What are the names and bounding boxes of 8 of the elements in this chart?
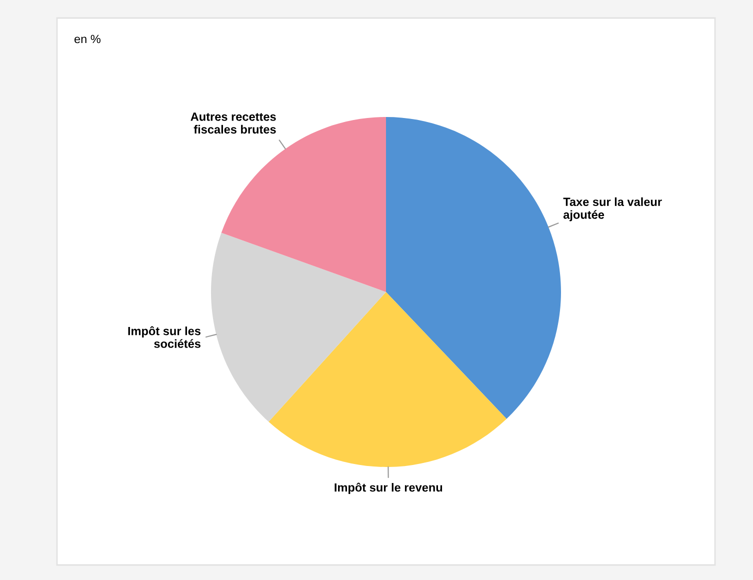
pie-slice — [211, 232, 386, 422]
slice-label: Taxe sur la valeur ajoutée — [563, 197, 662, 222]
pie-slice — [268, 292, 507, 467]
slice-label: Impôt sur les sociétés — [128, 326, 200, 348]
chart-subtitle: en % — [74, 34, 100, 44]
pie-slice — [386, 117, 561, 419]
slice-label: Autres recettes fiscales brutes — [190, 112, 276, 134]
slice-label: Impôt sur le revenu — [334, 482, 442, 494]
